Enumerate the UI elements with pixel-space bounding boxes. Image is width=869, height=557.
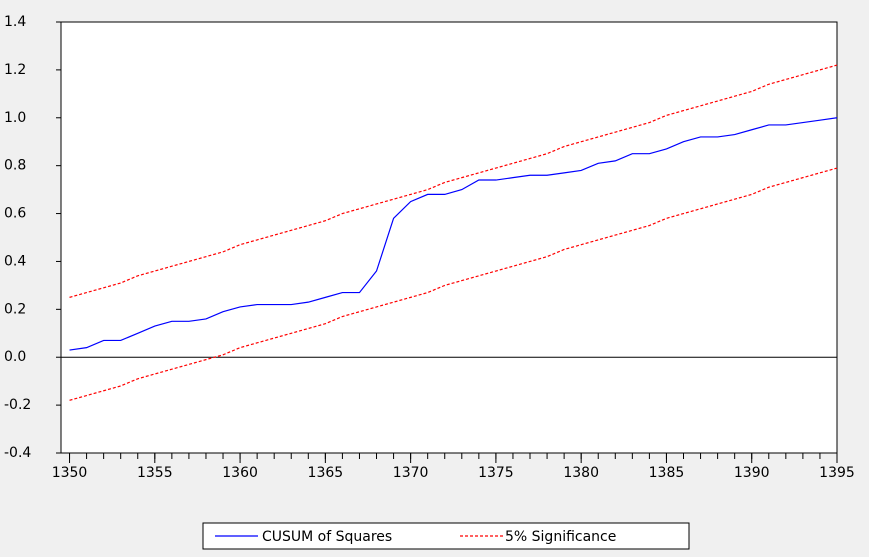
plot-area	[60, 21, 838, 454]
series-line	[69, 167, 838, 401]
legend-box	[202, 522, 690, 550]
legend-label: CUSUM of Squares	[262, 529, 392, 545]
y-tick-label: 0.2	[4, 301, 26, 317]
legend-label: 5% Significance	[505, 529, 616, 545]
x-tick-label: 1360	[222, 465, 258, 481]
x-tick-label: 1380	[563, 465, 599, 481]
x-tick-label: 1350	[52, 465, 88, 481]
y-tick-label: -0.2	[4, 397, 31, 413]
y-tick-label: 0.8	[4, 158, 26, 174]
y-tick-label: 1.2	[4, 62, 26, 78]
x-tick-label: 1395	[819, 465, 855, 481]
x-tick-label: 1370	[393, 465, 429, 481]
x-tick-label: 1385	[649, 465, 685, 481]
y-tick-label: 1.0	[4, 110, 26, 126]
x-tick-label: 1365	[308, 465, 344, 481]
series-line	[69, 64, 838, 298]
y-tick-label: 0.6	[4, 206, 26, 222]
y-tick-label: 0.0	[4, 349, 26, 365]
y-tick-label: 0.4	[4, 253, 26, 269]
y-tick-label: 1.4	[4, 14, 26, 30]
series-line	[69, 117, 838, 351]
x-tick-label: 1355	[137, 465, 173, 481]
x-tick-label: 1375	[478, 465, 514, 481]
x-tick-label: 1390	[734, 465, 770, 481]
y-tick-label: -0.4	[4, 445, 31, 461]
